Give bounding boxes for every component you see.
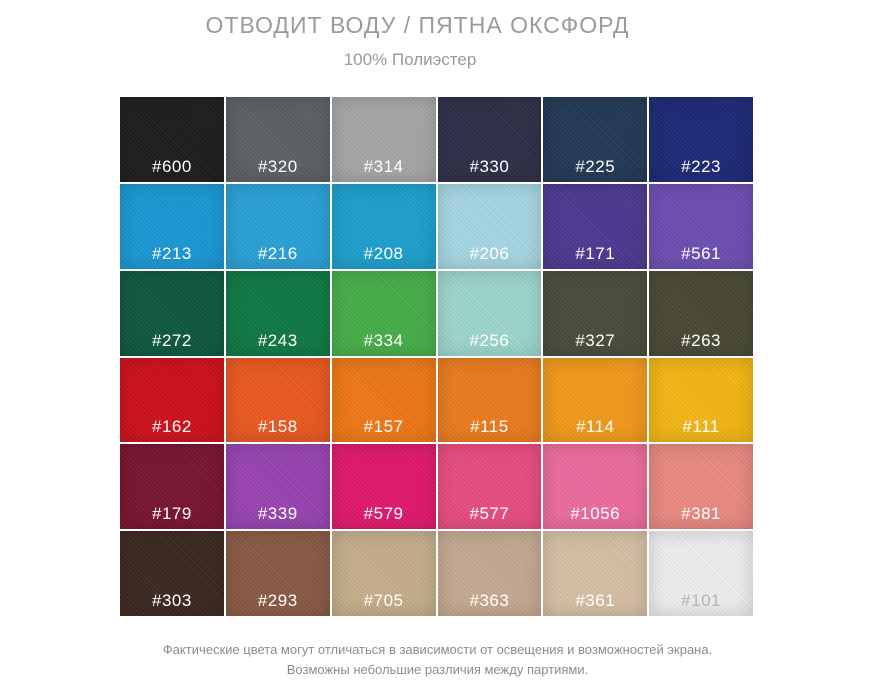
color-swatch: #600: [120, 97, 224, 182]
color-swatch: #272: [120, 270, 224, 356]
swatch-code: #293: [257, 591, 298, 610]
swatch-code: #243: [257, 330, 298, 350]
color-swatch: #256: [437, 270, 542, 356]
color-swatch: #208: [331, 183, 436, 269]
disclaimer-line-1: Фактические цвета могут отличаться в зав…: [162, 642, 713, 657]
material-subtitle: 100% Полиэстер: [343, 50, 477, 69]
swatch-code: #1056: [570, 504, 621, 524]
swatch-code: #705: [363, 591, 404, 610]
swatch-code: #272: [152, 330, 192, 350]
swatch-code: #171: [575, 243, 616, 263]
swatch-code: #157: [363, 417, 404, 437]
color-swatch: #158: [225, 357, 330, 443]
swatch-code: #179: [152, 504, 192, 524]
color-swatch: #157: [331, 357, 436, 443]
swatch-code: #111: [682, 417, 720, 437]
swatch-code: #339: [257, 504, 298, 524]
swatch-code: #579: [363, 504, 404, 524]
swatch-code: #115: [470, 417, 509, 437]
color-swatch: #243: [225, 270, 330, 356]
swatch-code: #158: [257, 417, 298, 437]
color-swatch: #114: [543, 357, 648, 443]
swatch-code: #600: [152, 156, 192, 176]
color-swatch: #111: [649, 357, 753, 443]
color-swatch: #327: [543, 270, 648, 356]
color-swatch: #225: [543, 97, 648, 182]
color-swatch: #171: [543, 183, 648, 269]
color-swatch: #561: [649, 183, 753, 269]
color-swatch: #577: [437, 444, 542, 530]
swatch-code: #225: [575, 156, 616, 176]
color-swatch: #1056: [543, 444, 648, 530]
swatch-code: #334: [363, 330, 404, 350]
color-swatch: #579: [331, 444, 436, 530]
color-swatch: #206: [437, 183, 542, 269]
disclaimer-line-2: Возможны небольшие различия между партия…: [286, 662, 589, 677]
color-swatch: #705: [331, 531, 436, 616]
color-swatch: #330: [437, 97, 542, 182]
swatch-code: #320: [257, 156, 298, 176]
swatch-code: #256: [469, 330, 510, 350]
disclaimer: Фактические цвета могут отличаться в зав…: [0, 640, 875, 680]
color-swatch: #339: [225, 444, 330, 530]
swatch-code: #114: [575, 417, 615, 437]
page-title: ОТВОДИТ ВОДУ / ПЯТНА ОКСФОРД: [205, 12, 630, 38]
color-swatch: #363: [437, 531, 542, 616]
swatch-code: #208: [363, 243, 404, 263]
swatch-code: #577: [469, 504, 510, 524]
swatch-code: #363: [469, 591, 510, 610]
color-swatch: #334: [331, 270, 436, 356]
swatch-code: #561: [681, 243, 721, 263]
color-swatch: #320: [225, 97, 330, 182]
swatch-code: #213: [152, 243, 192, 263]
color-swatch: #213: [120, 183, 224, 269]
color-swatch: #216: [225, 183, 330, 269]
swatch-code: #206: [469, 243, 510, 263]
color-swatch: #361: [543, 531, 648, 616]
color-swatch: #162: [120, 357, 224, 443]
color-swatch: #101: [649, 531, 753, 616]
swatch-code: #101: [681, 591, 721, 610]
swatch-code: #162: [152, 417, 192, 437]
swatch-code: #330: [469, 156, 510, 176]
color-swatch-grid: #600 #320 #314 #330 #225 #223 #213 #216 #208 #206…: [120, 97, 753, 616]
color-swatch: #179: [120, 444, 224, 530]
swatch-code: #216: [257, 243, 298, 263]
color-swatch: #314: [331, 97, 436, 182]
swatch-code: #314: [363, 156, 404, 176]
color-swatch: #381: [649, 444, 753, 530]
swatch-code: #361: [575, 591, 616, 610]
swatch-code: #327: [575, 330, 616, 350]
color-swatch: #303: [120, 531, 224, 616]
swatch-code: #303: [152, 591, 192, 610]
swatch-code: #381: [681, 504, 721, 524]
swatch-code: #263: [681, 330, 721, 350]
swatch-code: #223: [681, 156, 721, 176]
color-swatch: #115: [437, 357, 542, 443]
color-swatch: #263: [649, 270, 753, 356]
color-swatch: #223: [649, 97, 753, 182]
color-swatch: #293: [225, 531, 330, 616]
